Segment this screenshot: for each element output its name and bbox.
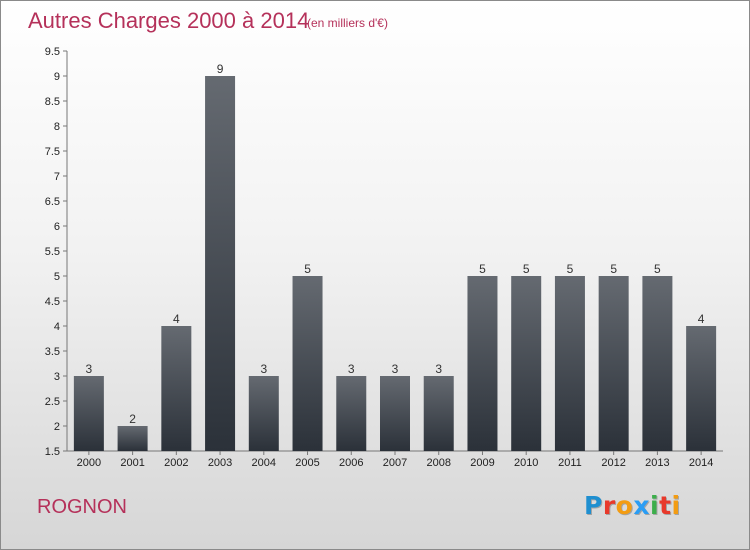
y-tick-label: 3 [54, 371, 60, 383]
y-tick-label: 5 [54, 271, 60, 283]
data-label: 3 [435, 362, 442, 376]
data-label: 3 [86, 362, 93, 376]
y-tick-label: 8 [54, 121, 60, 133]
data-label: 5 [479, 262, 486, 276]
y-tick-label: 7 [54, 171, 60, 183]
logo-letter: x [633, 491, 650, 520]
bar [598, 276, 629, 451]
bar [117, 426, 148, 451]
x-tick-label: 2003 [208, 457, 232, 469]
data-label: 5 [610, 262, 617, 276]
y-tick-label: 7.5 [45, 146, 60, 158]
bar [205, 76, 236, 451]
x-tick-label: 2007 [383, 457, 407, 469]
bar [642, 276, 673, 451]
x-tick-label: 2001 [120, 457, 144, 469]
x-tick-label: 2004 [252, 457, 276, 469]
bar [511, 276, 542, 451]
bar [292, 276, 323, 451]
y-tick-label: 8.5 [45, 96, 60, 108]
y-tick-label: 5.5 [45, 246, 60, 258]
y-tick-label: 6.5 [45, 196, 60, 208]
data-label: 3 [392, 362, 399, 376]
x-tick-label: 2006 [339, 457, 363, 469]
data-label: 4 [173, 312, 180, 326]
data-label: 3 [260, 362, 267, 376]
y-tick-label: 2.5 [45, 396, 60, 408]
data-label: 2 [129, 412, 136, 426]
logo-letter: P [584, 491, 603, 520]
data-label: 5 [567, 262, 574, 276]
bar [423, 376, 454, 451]
logo-letter: o [615, 491, 634, 520]
bar [686, 326, 717, 451]
x-tick-label: 2013 [645, 457, 669, 469]
x-tick-label: 2012 [601, 457, 625, 469]
proxiti-logo[interactable]: Proxiti [584, 491, 681, 520]
data-label: 5 [304, 262, 311, 276]
y-tick-label: 4 [54, 321, 60, 333]
y-tick-label: 6 [54, 221, 60, 233]
bar [248, 376, 279, 451]
y-tick-label: 9 [54, 71, 60, 83]
x-tick-label: 2008 [426, 457, 450, 469]
data-label: 5 [654, 262, 661, 276]
bar [336, 376, 367, 451]
y-tick-label: 4.5 [45, 296, 60, 308]
bar [467, 276, 498, 451]
x-tick-label: 2005 [295, 457, 319, 469]
bar [380, 376, 410, 451]
bar [554, 276, 585, 451]
x-tick-label: 2009 [470, 457, 494, 469]
data-label: 3 [348, 362, 355, 376]
y-tick-label: 3.5 [45, 346, 60, 358]
x-tick-label: 2011 [558, 457, 582, 469]
x-tick-label: 2014 [689, 457, 713, 469]
x-tick-label: 2000 [77, 457, 101, 469]
data-label: 5 [523, 262, 530, 276]
commune-name: ROGNON [37, 496, 127, 518]
bar [161, 326, 192, 451]
data-label: 4 [698, 312, 705, 326]
logo-letter: t [659, 491, 672, 520]
logo-letter: i [650, 491, 660, 520]
chart-subtitle: (en milliers d'€) [307, 16, 388, 30]
y-tick-label: 1.5 [45, 446, 60, 458]
y-tick-label: 9.5 [45, 46, 60, 58]
bar [73, 376, 104, 451]
logo-letter: i [671, 491, 681, 520]
logo-letter: r [602, 491, 616, 520]
chart-title: Autres Charges 2000 à 2014 [28, 8, 310, 33]
data-label: 9 [217, 62, 224, 76]
x-tick-label: 2002 [164, 457, 188, 469]
x-tick-label: 2010 [514, 457, 538, 469]
y-tick-label: 2 [54, 421, 60, 433]
